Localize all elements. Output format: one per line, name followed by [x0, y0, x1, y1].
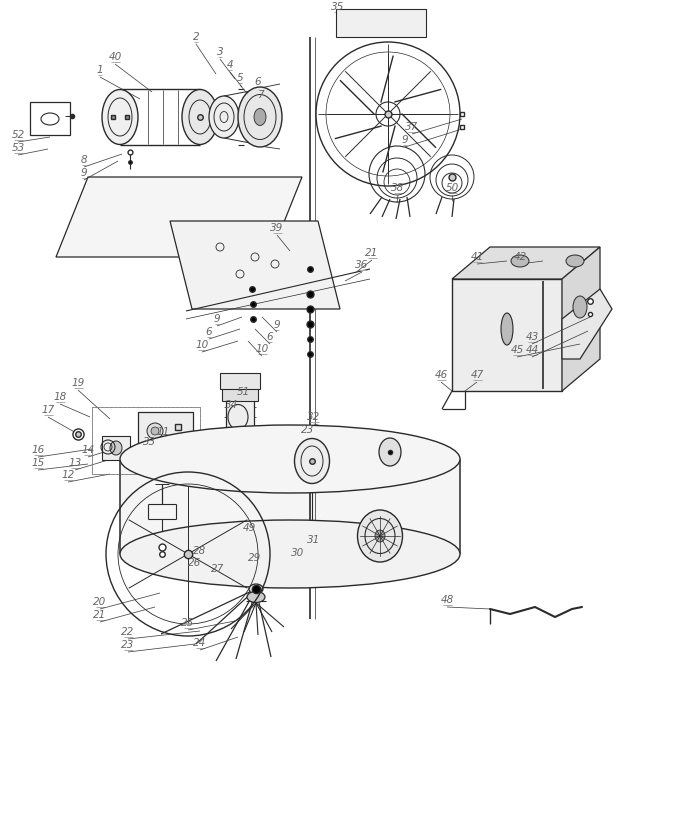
Ellipse shape — [379, 438, 401, 466]
Text: 48: 48 — [441, 595, 454, 605]
Ellipse shape — [375, 530, 385, 543]
Text: 49: 49 — [242, 523, 256, 533]
Text: 36: 36 — [355, 260, 369, 270]
Bar — [222, 388, 258, 402]
Ellipse shape — [511, 256, 529, 268]
Polygon shape — [170, 222, 340, 309]
Ellipse shape — [120, 425, 460, 494]
Text: 22: 22 — [121, 626, 135, 636]
Text: 23: 23 — [121, 639, 135, 649]
Text: 25: 25 — [182, 617, 195, 627]
Text: 31: 31 — [307, 534, 321, 544]
Polygon shape — [562, 289, 612, 360]
Ellipse shape — [573, 297, 587, 318]
Text: 35: 35 — [332, 2, 344, 12]
Text: 37: 37 — [405, 122, 418, 131]
Text: 33: 33 — [143, 437, 157, 447]
Ellipse shape — [501, 313, 513, 346]
Text: 17: 17 — [41, 404, 55, 414]
Ellipse shape — [209, 97, 239, 139]
Text: 20: 20 — [94, 596, 106, 606]
Text: 12: 12 — [62, 470, 75, 480]
Ellipse shape — [357, 510, 403, 562]
Text: 30: 30 — [292, 547, 304, 557]
Text: 4: 4 — [226, 60, 233, 70]
Text: 52: 52 — [12, 130, 24, 140]
Text: 45: 45 — [511, 345, 523, 355]
Bar — [188, 437, 200, 457]
Text: 11: 11 — [157, 427, 170, 437]
Ellipse shape — [254, 109, 266, 127]
Ellipse shape — [120, 520, 460, 588]
Text: 14: 14 — [81, 444, 95, 455]
Ellipse shape — [249, 585, 263, 595]
Text: 13: 13 — [68, 457, 81, 467]
Ellipse shape — [151, 428, 159, 436]
Text: 8: 8 — [81, 155, 87, 165]
Polygon shape — [56, 178, 302, 258]
Text: 23: 23 — [302, 424, 315, 434]
Bar — [120, 460, 460, 554]
Ellipse shape — [102, 90, 138, 146]
Text: 6: 6 — [266, 332, 273, 342]
Text: 9: 9 — [214, 313, 220, 323]
Text: 10: 10 — [195, 340, 209, 350]
Text: 40: 40 — [108, 52, 121, 62]
Text: 47: 47 — [471, 370, 483, 380]
Bar — [102, 437, 130, 461]
Ellipse shape — [147, 423, 163, 439]
Polygon shape — [452, 280, 562, 391]
Text: 44: 44 — [525, 345, 538, 355]
Text: 9: 9 — [81, 168, 87, 178]
Text: 3: 3 — [217, 47, 223, 57]
Text: 42: 42 — [513, 251, 527, 261]
Text: 7: 7 — [257, 90, 263, 100]
Bar — [220, 374, 260, 390]
Polygon shape — [562, 248, 600, 391]
Text: 19: 19 — [71, 378, 85, 388]
Text: 53: 53 — [12, 143, 24, 153]
Text: 21: 21 — [94, 609, 106, 619]
Ellipse shape — [228, 405, 248, 430]
Bar — [30, 103, 70, 136]
Ellipse shape — [238, 88, 282, 148]
Text: 9: 9 — [401, 135, 408, 145]
Text: 28: 28 — [193, 545, 207, 555]
Text: 41: 41 — [471, 251, 483, 261]
Ellipse shape — [182, 90, 218, 146]
Ellipse shape — [110, 442, 122, 456]
Text: 15: 15 — [31, 457, 45, 467]
Text: 50: 50 — [445, 183, 458, 193]
Polygon shape — [452, 248, 600, 280]
Ellipse shape — [247, 592, 265, 603]
Text: 18: 18 — [54, 391, 66, 402]
Text: 21: 21 — [365, 248, 378, 258]
Text: 29: 29 — [248, 552, 262, 562]
Text: 43: 43 — [525, 332, 538, 342]
Text: 6: 6 — [255, 77, 261, 87]
Text: 5: 5 — [237, 73, 243, 83]
Bar — [226, 390, 254, 447]
Text: 9: 9 — [274, 319, 280, 330]
Text: 2: 2 — [193, 32, 199, 42]
Text: 38: 38 — [391, 183, 405, 193]
Text: 6: 6 — [205, 327, 212, 337]
Text: 1: 1 — [97, 65, 103, 75]
Ellipse shape — [566, 256, 584, 268]
Text: 46: 46 — [435, 370, 447, 380]
Bar — [138, 413, 193, 451]
Text: 39: 39 — [271, 222, 283, 232]
Text: 51: 51 — [237, 386, 250, 396]
Bar — [336, 10, 426, 38]
Text: 26: 26 — [188, 557, 201, 567]
Text: 34: 34 — [225, 399, 239, 409]
Text: 16: 16 — [31, 444, 45, 455]
Text: 27: 27 — [212, 563, 224, 573]
Ellipse shape — [294, 439, 330, 484]
Text: 10: 10 — [256, 343, 268, 354]
Text: 32: 32 — [307, 412, 321, 422]
Text: 24: 24 — [193, 638, 207, 648]
